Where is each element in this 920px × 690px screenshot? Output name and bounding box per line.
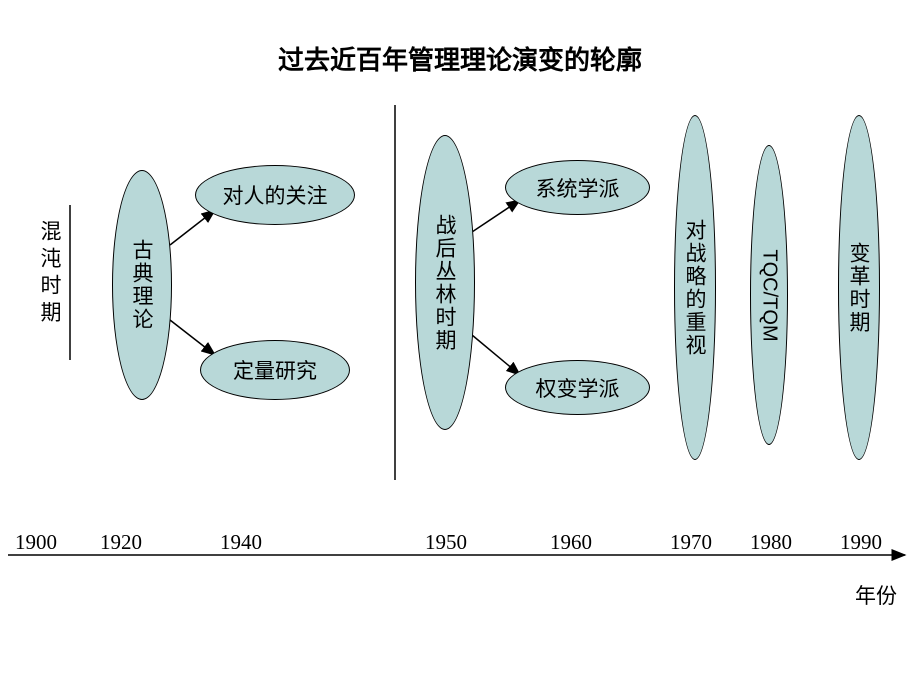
node-label-tqc: TQC/TQM (758, 249, 781, 341)
node-label-systems: 系统学派 (536, 173, 620, 203)
node-label-quant: 定量研究 (233, 355, 317, 385)
node-strategy: 对战略的重视 (674, 115, 716, 460)
tick-1950: 1950 (425, 530, 467, 555)
tick-1990: 1990 (840, 530, 882, 555)
diagram-stage: 过去近百年管理理论演变的轮廓 混沌时期 古典理论 对人的关注定量研究 战后丛林时期 系… (0, 0, 920, 690)
axis-label-year: 年份 (855, 580, 897, 610)
tick-1970: 1970 (670, 530, 712, 555)
node-contingency: 权变学派 (505, 360, 650, 415)
node-label-strategy: 对战略的重视 (680, 219, 710, 357)
node-jungle: 战后丛林时期 (415, 135, 475, 430)
arrow-jungle-contingency (472, 335, 520, 375)
diagram-title: 过去近百年管理理论演变的轮廓 (0, 40, 920, 77)
node-label-contingency: 权变学派 (536, 373, 620, 403)
node-change: 变革时期 (838, 115, 880, 460)
tick-1960: 1960 (550, 530, 592, 555)
arrow-classical-quant (170, 320, 215, 355)
node-label-classical: 古典理论 (127, 239, 157, 331)
node-classical: 古典理论 (112, 170, 172, 400)
node-label-jungle: 战后丛林时期 (430, 214, 460, 352)
node-label-human: 对人的关注 (223, 180, 328, 210)
node-human: 对人的关注 (195, 165, 355, 225)
era-label-chaos: 混沌时期 (35, 220, 65, 328)
arrow-classical-human (170, 210, 215, 245)
node-quant: 定量研究 (200, 340, 350, 400)
tick-1900: 1900 (15, 530, 57, 555)
tick-1920: 1920 (100, 530, 142, 555)
arrow-jungle-systems (472, 200, 520, 232)
node-tqc: TQC/TQM (750, 145, 788, 445)
tick-1940: 1940 (220, 530, 262, 555)
tick-1980: 1980 (750, 530, 792, 555)
node-label-change: 变革时期 (844, 242, 874, 334)
node-systems: 系统学派 (505, 160, 650, 215)
